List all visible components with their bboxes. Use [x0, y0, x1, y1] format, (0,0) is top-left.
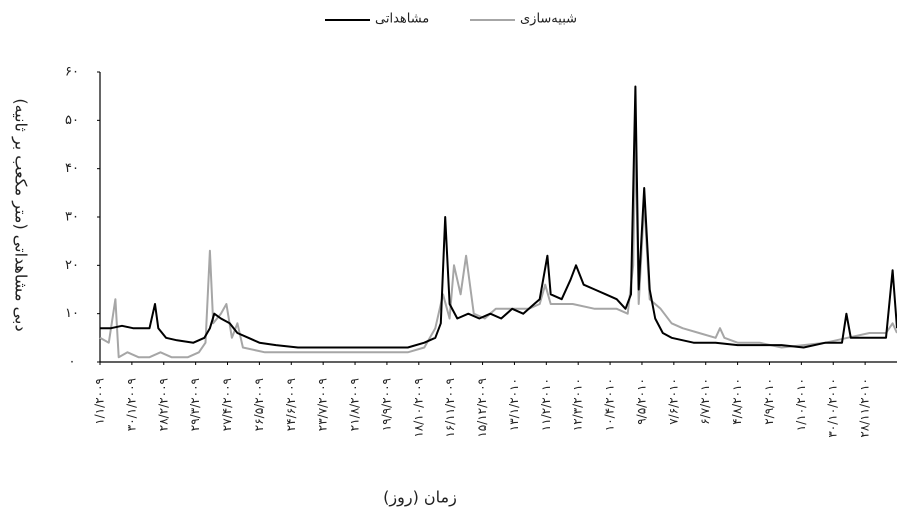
x-tick-label: ۱۹/۹/۲۰۰۹ — [379, 378, 393, 431]
legend-label: مشاهداتی — [375, 12, 429, 27]
x-tick-label: ۶/۷/۲۰۱۰ — [698, 378, 712, 425]
y-tick-label: ۰ — [69, 355, 76, 370]
x-tick-label: ۲۸/۱۱/۲۰۱۰ — [858, 378, 872, 438]
x-tick-label: ۱۱/۲/۲۰۱۰ — [539, 378, 553, 431]
x-tick-label: ۳۰/۱۰/۲۰۱۰ — [826, 378, 840, 438]
y-tick-label: ۶۰ — [65, 65, 79, 80]
x-tick-label: ۳۰/۱/۲۰۰۹ — [124, 378, 138, 431]
x-axis-title: زمان (روز) — [383, 488, 457, 508]
x-tick-label: ۹/۵/۲۰۱۰ — [634, 378, 648, 425]
y-tick-label: ۵۰ — [65, 113, 79, 128]
x-tick-label: ۱۳/۱/۲۰۱۰ — [507, 378, 521, 431]
x-tick-label: ۲۷/۴/۲۰۰۹ — [220, 378, 234, 431]
y-tick-label: ۲۰ — [65, 258, 79, 273]
series-line — [99, 133, 897, 359]
x-tick-label: ۱۵/۱۲/۲۰۰۹ — [475, 378, 489, 438]
x-tick-label: ۷/۶/۲۰۱۰ — [666, 378, 680, 425]
x-tick-label: ۱۰/۴/۲۰۱۰ — [603, 378, 617, 431]
y-tick-label: ۳۰ — [65, 210, 79, 225]
y-tick-label: ۴۰ — [65, 161, 79, 176]
y-axis-title: دبی مشاهداتی (متر مکعب بر ثانیه) — [11, 98, 31, 331]
x-tick-label: ۲۸/۲/۲۰۰۹ — [156, 378, 170, 431]
x-tick-label: ۱۶/۱۱/۲۰۰۹ — [443, 378, 457, 438]
x-tick-label: ۲۱/۸/۲۰۰۹ — [348, 378, 362, 431]
y-tick-label: ۱۰ — [65, 306, 79, 321]
series-line — [100, 85, 897, 349]
x-tick-label: ۱۸/۱۰/۲۰۰۹ — [411, 378, 425, 438]
x-tick-label: ۱۲/۳/۲۰۱۰ — [571, 378, 585, 431]
x-tick-label: ۲/۹/۲۰۱۰ — [762, 378, 776, 425]
legend-label: شبیه‌سازی — [520, 12, 577, 27]
x-tick-label: ۴/۸/۲۰۱۰ — [730, 378, 744, 425]
x-tick-label: ۱/۱/۲۰۰۹ — [93, 378, 107, 425]
x-tick-label: ۲۴/۶/۲۰۰۹ — [284, 378, 298, 431]
x-tick-label: ۲۶/۵/۲۰۰۹ — [252, 378, 266, 431]
x-tick-label: ۲۳/۷/۲۰۰۹ — [316, 378, 330, 431]
x-tick-label: ۱/۱۰/۲۰۱۰ — [794, 378, 808, 431]
x-tick-label: ۲۹/۳/۲۰۰۹ — [188, 378, 202, 431]
